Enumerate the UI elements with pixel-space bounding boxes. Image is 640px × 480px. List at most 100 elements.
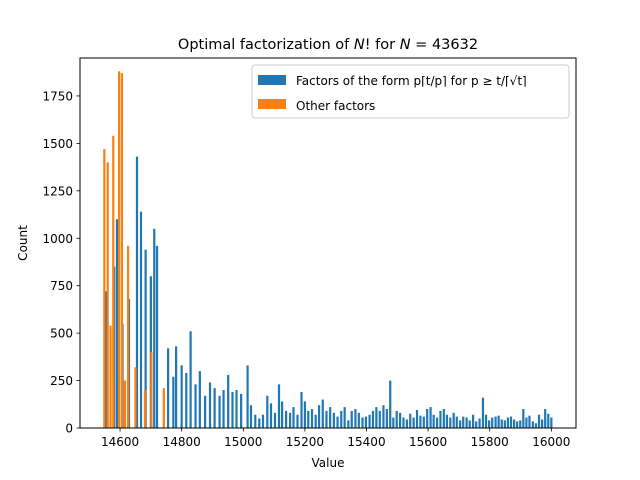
bar-factor-62 <box>371 410 375 428</box>
bar-factor-53 <box>340 410 343 428</box>
legend-swatch-orange <box>258 99 286 109</box>
bar-factor-38 <box>285 410 288 428</box>
bar-factor-34 <box>269 403 273 428</box>
x-tick-label-4: 15400 <box>347 435 385 449</box>
bar-factor-80 <box>432 414 435 428</box>
y-tick-label-7: 1750 <box>42 89 73 103</box>
bar-factor-56 <box>350 410 353 428</box>
bar-factor-98 <box>491 417 494 428</box>
bar-factor-7 <box>144 249 147 428</box>
bar-factor-44 <box>307 410 310 428</box>
bar-other-3 <box>112 135 115 429</box>
title-eq: = 43632 <box>411 37 479 53</box>
bar-other-4 <box>118 71 121 428</box>
bar-other-0 <box>103 149 106 428</box>
legend-label-other: Other factors <box>296 99 375 113</box>
bar-factor-63 <box>375 407 378 428</box>
y-tick-label-5: 1250 <box>42 184 73 198</box>
bar-factor-82 <box>439 410 442 428</box>
bar-factor-58 <box>357 412 360 428</box>
bar-factor-40 <box>292 407 295 428</box>
bar-factor-41 <box>296 414 299 428</box>
bar-factor-64 <box>378 410 381 428</box>
bar-factor-100 <box>497 415 500 428</box>
bar-factor-17 <box>194 384 197 428</box>
bar-factor-78 <box>426 409 429 428</box>
x-tick-label-2: 15000 <box>224 435 262 449</box>
bar-factor-95 <box>481 397 485 428</box>
bar-factor-101 <box>500 419 503 428</box>
bar-factor-5 <box>135 156 139 429</box>
bar-factor-113 <box>537 414 541 428</box>
bar-factor-28 <box>246 365 249 428</box>
bar-factor-10 <box>155 245 159 428</box>
bar-factor-96 <box>484 414 488 428</box>
bar-factor-9 <box>153 228 156 428</box>
bar-factor-72 <box>405 419 408 428</box>
bar-factor-47 <box>317 405 321 428</box>
bar-other-9 <box>143 390 147 428</box>
bar-factor-42 <box>300 391 303 428</box>
bar-other-8 <box>134 367 137 428</box>
bar-factor-39 <box>289 412 292 428</box>
y-tick-label-1: 250 <box>50 374 73 388</box>
bar-factor-48 <box>321 399 324 428</box>
bar-factor-77 <box>422 416 425 428</box>
bar-factor-35 <box>273 412 277 428</box>
bar-factor-16 <box>189 331 192 428</box>
bar-factor-31 <box>258 418 261 428</box>
y-tick-label-4: 1000 <box>42 232 73 246</box>
bar-factor-97 <box>488 420 491 428</box>
bar-factor-11 <box>167 348 170 428</box>
x-tick-label-1: 14800 <box>163 435 201 449</box>
bar-factor-2 <box>115 219 119 428</box>
bar-factor-93 <box>475 421 478 428</box>
bar-factor-81 <box>435 417 439 428</box>
bar-factor-110 <box>528 415 531 428</box>
bar-factor-116 <box>547 413 550 428</box>
bar-factor-27 <box>240 393 243 428</box>
bar-factor-106 <box>516 421 519 428</box>
bar-factor-99 <box>494 416 497 428</box>
y-tick-label-0: 0 <box>65 422 73 436</box>
bar-other-1 <box>106 162 109 429</box>
bar-factor-89 <box>462 416 465 428</box>
bar-factor-30 <box>254 414 257 428</box>
bar-other-5 <box>120 73 123 429</box>
bar-factor-66 <box>385 409 388 428</box>
bar-factor-37 <box>281 401 284 428</box>
x-tick-label-0: 14600 <box>101 435 139 449</box>
bar-factor-73 <box>409 413 412 428</box>
bar-factor-117 <box>550 417 553 428</box>
bar-factor-79 <box>429 407 432 428</box>
bar-factor-74 <box>412 417 415 428</box>
bar-factor-68 <box>392 417 395 428</box>
bar-factor-104 <box>509 416 513 428</box>
bar-factor-57 <box>354 409 357 428</box>
bar-factor-18 <box>198 371 201 428</box>
bar-factor-23 <box>222 390 225 428</box>
bar-factor-69 <box>395 410 398 428</box>
chart-title: Optimal factorization of N! for N = 4363… <box>178 37 478 53</box>
x-tick-label-5: 15600 <box>409 435 447 449</box>
bar-factor-61 <box>368 414 371 428</box>
bar-factor-91 <box>468 420 471 428</box>
legend-label-factors: Factors of the form p⌈t/p⌉ for p ≥ t/⌈√t… <box>296 74 527 88</box>
bar-factor-112 <box>534 423 538 428</box>
bar-factor-107 <box>519 420 522 428</box>
x-tick-label-7: 16000 <box>532 435 570 449</box>
title-prefix: Optimal factorization of <box>178 37 354 53</box>
bar-factor-6 <box>139 211 143 428</box>
bar-factor-49 <box>325 410 328 428</box>
title-var-n-2: N <box>400 37 411 53</box>
bar-factor-67 <box>389 380 392 428</box>
y-axis-label: Count <box>16 225 30 261</box>
bar-factor-13 <box>175 346 178 428</box>
legend: Factors of the form p⌈t/p⌉ for p ≥ t/⌈√t… <box>251 64 570 119</box>
x-tick-label-6: 15800 <box>471 435 509 449</box>
bar-other-10 <box>150 352 153 428</box>
bar-factor-105 <box>512 419 516 428</box>
bar-factor-55 <box>347 420 350 428</box>
bar-factor-50 <box>329 407 332 428</box>
